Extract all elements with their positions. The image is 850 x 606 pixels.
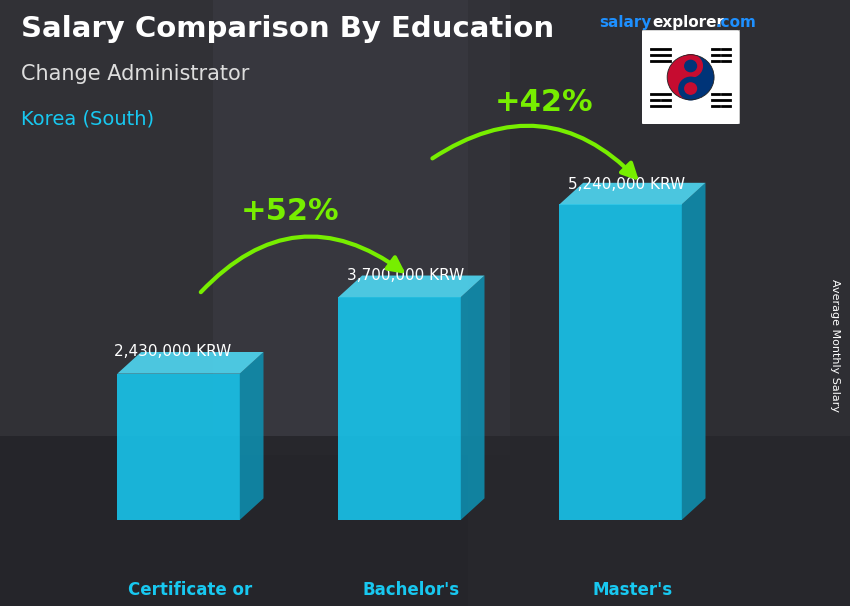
Polygon shape xyxy=(682,183,706,520)
Wedge shape xyxy=(690,55,714,100)
Text: Average Monthly Salary: Average Monthly Salary xyxy=(830,279,840,412)
Text: Certificate or
Diploma: Certificate or Diploma xyxy=(128,581,252,606)
Text: +42%: +42% xyxy=(495,88,593,116)
Text: 5,240,000 KRW: 5,240,000 KRW xyxy=(568,177,685,192)
FancyBboxPatch shape xyxy=(641,29,740,125)
Text: Change Administrator: Change Administrator xyxy=(21,64,250,84)
Text: explorer: explorer xyxy=(652,15,724,30)
Text: 2,430,000 KRW: 2,430,000 KRW xyxy=(114,344,231,359)
Circle shape xyxy=(679,77,702,100)
Circle shape xyxy=(679,55,702,77)
Text: salary: salary xyxy=(599,15,652,30)
Polygon shape xyxy=(338,297,461,520)
Text: Bachelor's
Degree: Bachelor's Degree xyxy=(363,581,460,606)
Text: Korea (South): Korea (South) xyxy=(21,109,155,128)
Wedge shape xyxy=(667,55,690,100)
Text: +52%: +52% xyxy=(241,196,339,225)
Bar xyxy=(468,0,850,606)
Text: Salary Comparison By Education: Salary Comparison By Education xyxy=(21,15,554,43)
Polygon shape xyxy=(461,276,484,520)
Polygon shape xyxy=(117,352,264,374)
Polygon shape xyxy=(338,276,484,297)
Bar xyxy=(212,0,510,454)
Polygon shape xyxy=(559,183,706,204)
Circle shape xyxy=(685,61,696,72)
Bar xyxy=(0,436,850,606)
Circle shape xyxy=(685,83,696,94)
Polygon shape xyxy=(117,374,240,520)
Text: Master's
Degree: Master's Degree xyxy=(592,581,672,606)
Polygon shape xyxy=(240,352,264,520)
Text: 3,700,000 KRW: 3,700,000 KRW xyxy=(347,268,464,283)
Text: .com: .com xyxy=(716,15,756,30)
Polygon shape xyxy=(559,204,682,520)
